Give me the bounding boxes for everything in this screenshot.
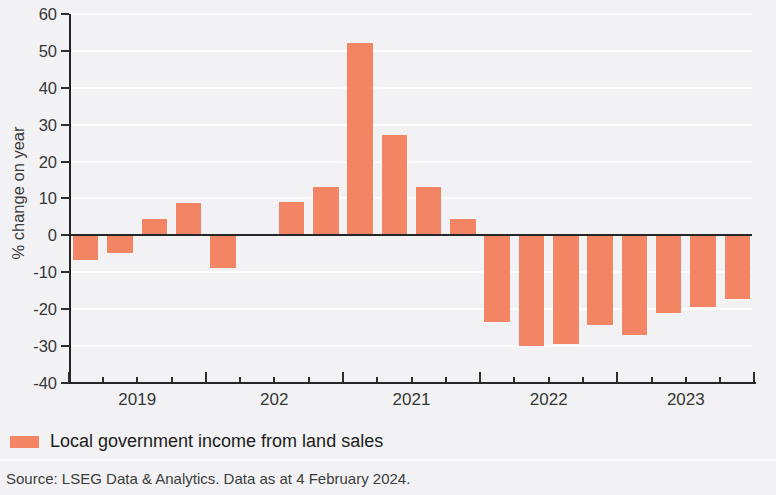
source-note: Source: LSEG Data & Analytics. Data as a… [6,470,410,487]
y-axis-tick [61,124,69,126]
gridline [70,124,752,126]
bar [450,219,476,236]
bar [210,235,236,268]
gridline [70,13,752,15]
y-axis-tick [61,161,69,163]
bar [519,235,545,346]
bar [107,235,133,252]
y-tick-label: -40 [5,375,57,392]
x-axis-tick [102,377,104,382]
x-axis-tick [136,377,138,382]
y-axis-tick [61,271,69,273]
x-axis-tick [205,372,207,382]
y-axis-line [69,14,71,384]
bar [347,43,373,236]
x-axis-tick [273,377,275,382]
x-tick-label: 2021 [372,391,452,408]
y-axis-tick [61,13,69,15]
x-axis-tick [685,377,687,382]
separator-line [0,459,776,461]
gridline [70,271,752,273]
bar [553,235,579,344]
y-tick-label: -20 [5,301,57,318]
x-axis-tick [651,377,653,382]
x-axis-tick [239,377,241,382]
bar [382,135,408,235]
x-axis-tick [171,377,173,382]
bar [656,235,682,312]
x-axis-tick [582,377,584,382]
bar [142,219,168,235]
y-tick-label: 10 [5,190,57,207]
y-axis-tick [61,87,69,89]
zero-line [69,234,752,236]
y-axis-tick [61,234,69,236]
y-tick-label: -30 [5,338,57,355]
x-axis-tick [513,377,515,382]
y-tick-label: 30 [5,117,57,134]
bar [279,202,305,236]
gridline [70,197,752,199]
y-axis-tick [61,50,69,52]
x-axis-tick [308,377,310,382]
bar [622,235,648,335]
bar [176,203,202,235]
x-axis-tick [548,377,550,382]
y-axis-tick [61,197,69,199]
y-tick-label: 50 [5,43,57,60]
bar [416,187,442,235]
x-axis-tick [445,377,447,382]
x-tick-label: 2023 [646,391,726,408]
chart-container: % change on year Local government income… [0,0,776,495]
x-axis-tick [68,372,70,382]
bar [73,235,99,260]
x-axis-tick [479,372,481,382]
y-tick-label: -10 [5,264,57,281]
legend-label: Local government income from land sales [50,431,383,452]
x-tick-label: 2019 [97,391,177,408]
y-tick-label: 40 [5,80,57,97]
bar [725,235,751,299]
x-axis-tick [719,377,721,382]
y-axis-tick [61,382,69,384]
x-axis-tick [411,377,413,382]
gridline [70,345,752,347]
y-tick-label: 20 [5,154,57,171]
x-tick-label: 2022 [509,391,589,408]
x-axis-tick [342,372,344,382]
legend: Local government income from land sales [10,431,383,452]
bar [313,187,339,235]
y-axis-tick [61,345,69,347]
x-axis-line [69,382,756,384]
gridline [70,50,752,52]
bar [484,235,510,322]
y-axis-tick [61,308,69,310]
x-axis-tick [376,377,378,382]
y-tick-label: 0 [5,227,57,244]
x-axis-tick [616,372,618,382]
bar [690,235,716,307]
y-tick-label: 60 [5,6,57,23]
gridline [70,308,752,310]
x-tick-label: 202 [234,391,314,408]
gridline [70,87,752,89]
legend-swatch [10,436,39,448]
bar [587,235,613,325]
gridline [70,161,752,163]
x-axis-tick [753,372,755,382]
